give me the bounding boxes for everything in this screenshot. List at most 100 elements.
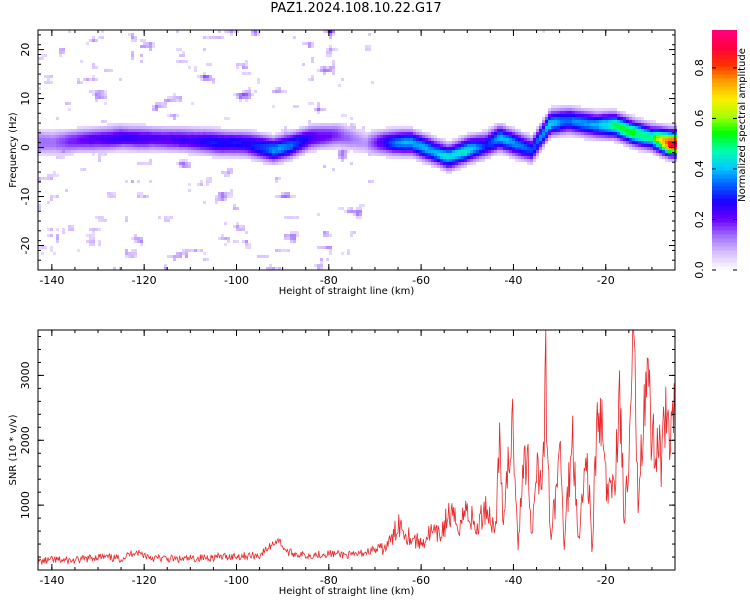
heatmap-cell	[395, 150, 398, 153]
heatmap-cell	[179, 132, 182, 135]
heatmap-cell	[509, 150, 512, 153]
heatmap-cell	[380, 132, 383, 135]
heatmap-cell	[353, 144, 356, 147]
heatmap-cell	[191, 132, 194, 135]
heatmap-cell	[656, 123, 659, 126]
heatmap-cell	[224, 195, 227, 198]
heatmap-cell	[293, 231, 296, 234]
heatmap-cell	[446, 168, 449, 171]
heatmap-cell	[269, 132, 272, 135]
colorbar-band	[712, 90, 737, 95]
heatmap-cell	[569, 126, 572, 129]
spectrogram-ytick-label: 0	[19, 144, 32, 151]
heatmap-cell	[308, 78, 311, 81]
heatmap-cell	[383, 153, 386, 156]
heatmap-cell	[434, 141, 437, 144]
heatmap-cell	[446, 165, 449, 168]
heatmap-cell	[407, 138, 410, 141]
heatmap-cell	[446, 150, 449, 153]
heatmap-cell	[629, 114, 632, 117]
heatmap-cell	[632, 117, 635, 120]
heatmap-cell	[92, 90, 95, 93]
heatmap-cell	[320, 126, 323, 129]
heatmap-cell	[287, 144, 290, 147]
heatmap-cell	[218, 129, 221, 132]
heatmap-cell	[431, 159, 434, 162]
heatmap-cell	[413, 141, 416, 144]
heatmap-cell	[167, 135, 170, 138]
heatmap-cell	[374, 147, 377, 150]
heatmap-cell	[356, 150, 359, 153]
heatmap-cell	[617, 123, 620, 126]
heatmap-cell	[233, 150, 236, 153]
heatmap-cell	[272, 135, 275, 138]
heatmap-cell	[119, 123, 122, 126]
heatmap-cell	[320, 267, 323, 270]
heatmap-cell	[332, 48, 335, 51]
heatmap-cell	[368, 144, 371, 147]
heatmap-cell	[515, 147, 518, 150]
heatmap-cell	[200, 138, 203, 141]
heatmap-cell	[332, 126, 335, 129]
heatmap-cell	[188, 189, 191, 192]
heatmap-cell	[284, 132, 287, 135]
heatmap-cell	[326, 30, 329, 33]
heatmap-cell	[542, 147, 545, 150]
heatmap-cell	[77, 141, 80, 144]
heatmap-cell	[614, 129, 617, 132]
heatmap-cell	[326, 132, 329, 135]
colorbar-band	[712, 246, 737, 251]
heatmap-cell	[398, 126, 401, 129]
heatmap-cell	[242, 96, 245, 99]
heatmap-cell	[116, 138, 119, 141]
heatmap-cell	[431, 147, 434, 150]
heatmap-cell	[266, 141, 269, 144]
heatmap-cell	[257, 138, 260, 141]
heatmap-cell	[584, 123, 587, 126]
heatmap-cell	[134, 237, 137, 240]
heatmap-cell	[311, 129, 314, 132]
heatmap-cell	[470, 162, 473, 165]
heatmap-cell	[254, 150, 257, 153]
heatmap-cell	[311, 57, 314, 60]
heatmap-cell	[644, 141, 647, 144]
heatmap-cell	[53, 141, 56, 144]
heatmap-cell	[41, 135, 44, 138]
heatmap-cell	[272, 150, 275, 153]
heatmap-cell	[341, 153, 344, 156]
heatmap-cell	[299, 141, 302, 144]
heatmap-cell	[92, 63, 95, 66]
heatmap-cell	[389, 129, 392, 132]
heatmap-cell	[260, 132, 263, 135]
heatmap-cell	[443, 153, 446, 156]
heatmap-cell	[581, 123, 584, 126]
heatmap-cell	[245, 153, 248, 156]
heatmap-cell	[263, 138, 266, 141]
heatmap-cell	[92, 93, 95, 96]
heatmap-cell	[62, 138, 65, 141]
heatmap-cell	[95, 126, 98, 129]
heatmap-cell	[200, 132, 203, 135]
heatmap-cell	[290, 132, 293, 135]
heatmap-cell	[329, 246, 332, 249]
heatmap-cell	[521, 132, 524, 135]
heatmap-cell	[515, 141, 518, 144]
heatmap-cell	[98, 138, 101, 141]
heatmap-cell	[182, 126, 185, 129]
heatmap-cell	[41, 129, 44, 132]
heatmap-cell	[101, 120, 104, 123]
heatmap-cell	[212, 36, 215, 39]
heatmap-cell	[89, 132, 92, 135]
heatmap-cell	[551, 117, 554, 120]
heatmap-cell	[635, 135, 638, 138]
heatmap-cell	[95, 39, 98, 42]
heatmap-cell	[74, 141, 77, 144]
heatmap-cell	[158, 129, 161, 132]
heatmap-cell	[653, 129, 656, 132]
heatmap-cell	[140, 123, 143, 126]
heatmap-cell	[272, 153, 275, 156]
heatmap-cell	[389, 156, 392, 159]
heatmap-cell	[242, 135, 245, 138]
heatmap-cell	[548, 108, 551, 111]
spectrogram-axes: -140 -120 -100 -80 -60 -40 -20-20-1001020Heigh…	[8, 29, 676, 297]
